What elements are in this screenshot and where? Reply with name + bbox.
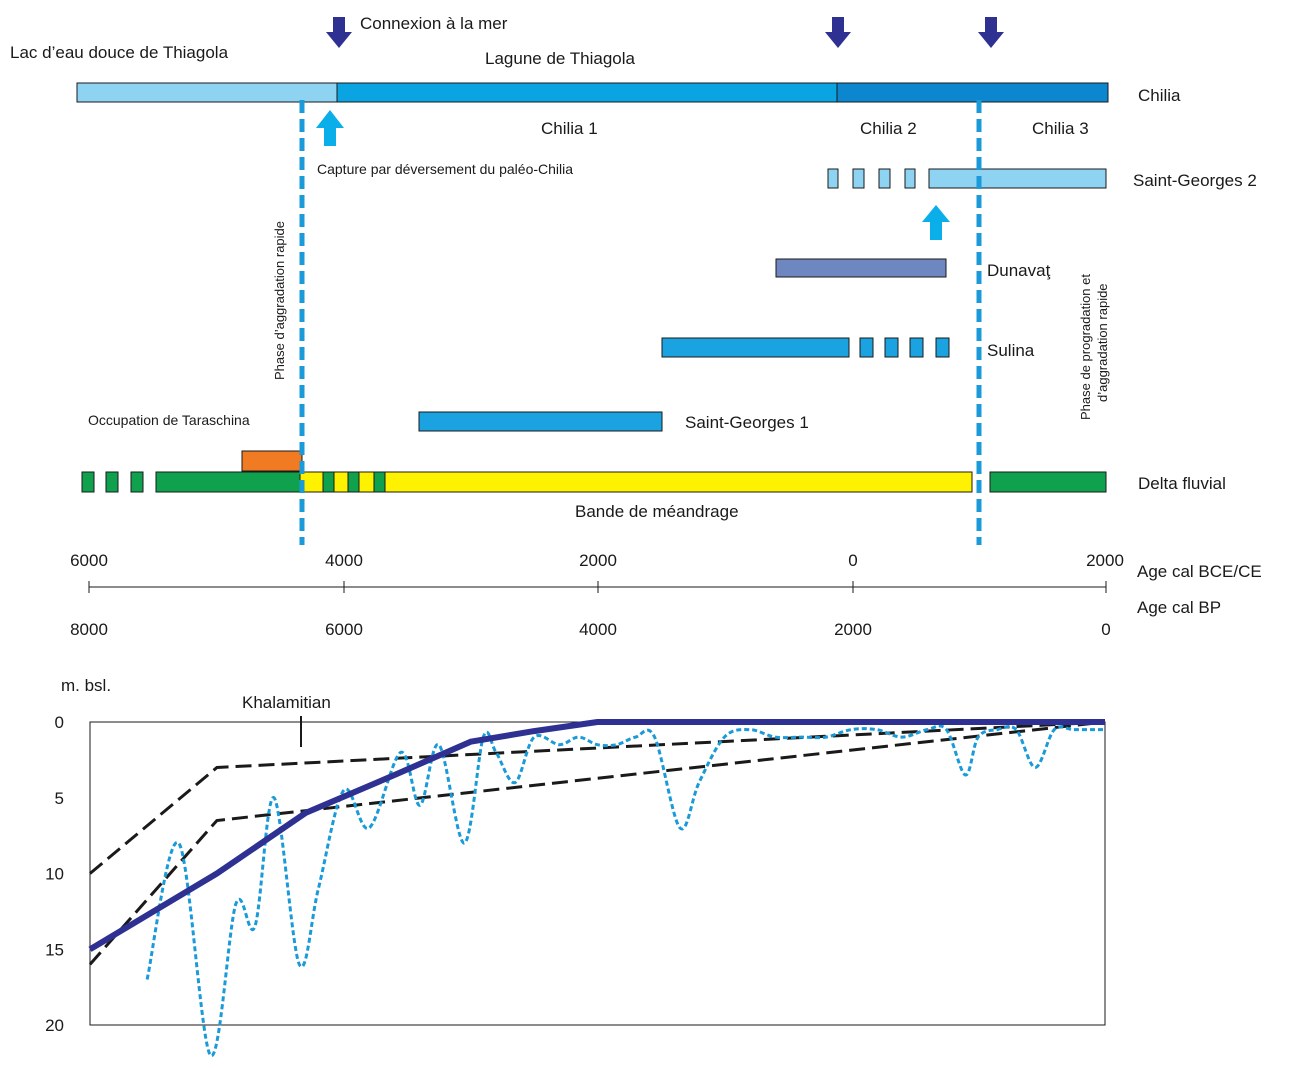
green-bar <box>155 471 301 493</box>
occupation-bar <box>241 450 303 472</box>
phase-prog-label-line2: d’aggradation rapide <box>1095 283 1110 402</box>
chilia3-label: Chilia 3 <box>1032 119 1089 138</box>
sea-level-curve-dotted <box>145 724 1105 1057</box>
arrow-down-icon <box>326 17 352 48</box>
yellow-bar <box>299 471 973 493</box>
y-tick-label: 0 <box>55 713 64 732</box>
dunavat-bar <box>775 258 947 278</box>
bp-tick: 4000 <box>579 620 617 639</box>
capture-label: Capture par déversement du paléo-Chilia <box>317 161 573 177</box>
y-tick-label: 10 <box>45 865 64 884</box>
sg2-segment <box>827 168 839 189</box>
bp-tick: 6000 <box>325 620 363 639</box>
y-tick-label: 5 <box>55 789 64 808</box>
dunavat-label: Dunavaţ <box>987 261 1051 280</box>
arrow-down-icon <box>825 17 851 48</box>
arrow-up-icon <box>316 110 344 146</box>
meandrage-label: Bande de méandrage <box>575 502 739 521</box>
delta-fluvial-label: Delta fluvial <box>1138 474 1226 493</box>
chilia2-label: Chilia 2 <box>860 119 917 138</box>
lagune-label: Lagune de Thiagola <box>485 49 636 68</box>
saint-georges2-label: Saint-Georges 2 <box>1133 171 1257 190</box>
chilia-row <box>76 82 1109 103</box>
down-arrows <box>326 17 1004 48</box>
bp-tick: 2000 <box>834 620 872 639</box>
green-segment <box>105 471 119 493</box>
chilia-label: Chilia <box>1138 86 1181 105</box>
bce-tick: 6000 <box>70 551 108 570</box>
bp-axis-label: Age cal BP <box>1137 598 1221 617</box>
saint-georges2-row <box>827 168 1107 189</box>
sulina-segment <box>884 337 899 358</box>
chilia1-label: Chilia 1 <box>541 119 598 138</box>
sea-level-chart: m. bsl. 0 5 10 15 20 Khalamitian <box>45 676 1106 1057</box>
sulina-segment <box>909 337 924 358</box>
sg2-bar <box>928 168 1107 189</box>
bce-axis: 6000 4000 2000 0 2000 Age cal BCE/CE <box>70 551 1262 581</box>
sulina-bar <box>661 337 850 358</box>
bce-tick: 2000 <box>1086 551 1124 570</box>
bp-tick: 8000 <box>70 620 108 639</box>
sulina-row <box>661 337 950 358</box>
bce-tick: 0 <box>848 551 857 570</box>
y-tick-label: 15 <box>45 940 64 959</box>
sg2-segment <box>904 168 916 189</box>
green-bar <box>989 471 1107 493</box>
green-segment <box>373 471 386 493</box>
up-arrows <box>316 110 950 240</box>
occupation-label: Occupation de Taraschina <box>88 412 250 428</box>
series-layer <box>88 719 1106 1057</box>
sg2-segment <box>878 168 891 189</box>
bp-axis: 8000 6000 4000 2000 0 Age cal BP <box>70 581 1221 639</box>
y-tick-labels: 0 5 10 15 20 <box>45 713 64 1035</box>
sulina-segment <box>859 337 874 358</box>
connexion-label: Connexion à la mer <box>360 14 508 33</box>
sulina-segment <box>935 337 950 358</box>
green-segment <box>322 471 335 493</box>
lac-label: Lac d’eau douce de Thiagola <box>10 43 229 62</box>
y-axis-label: m. bsl. <box>61 676 111 695</box>
sg2-segment <box>852 168 865 189</box>
green-segment <box>347 471 360 493</box>
sea-level-curve-dashed <box>88 720 1106 966</box>
bce-axis-label: Age cal BCE/CE <box>1137 562 1262 581</box>
saint-georges1-label: Saint-Georges 1 <box>685 413 809 432</box>
arrow-down-icon <box>978 17 1004 48</box>
green-segment <box>81 471 95 493</box>
saint-georges1-bar <box>418 411 663 432</box>
phase-aggradation-label: Phase d’aggradation rapide <box>272 221 287 380</box>
bce-tick: 2000 <box>579 551 617 570</box>
khalamitian-label: Khalamitian <box>242 693 331 712</box>
chilia-late-bar <box>836 82 1109 103</box>
bce-tick: 4000 <box>325 551 363 570</box>
sea-level-curve-solid <box>88 719 1105 952</box>
y-tick-label: 20 <box>45 1016 64 1035</box>
green-segment <box>130 471 144 493</box>
sulina-label: Sulina <box>987 341 1035 360</box>
bp-tick: 0 <box>1101 620 1110 639</box>
lagune-thiagola-bar <box>336 82 838 103</box>
arrow-up-icon <box>922 205 950 240</box>
phase-prog-label-line1: Phase de progradation et <box>1078 274 1093 420</box>
sea-level-curve-dashed <box>89 720 1106 875</box>
delta-fluvial-row <box>81 471 1107 493</box>
lac-thiagola-bar <box>76 82 338 103</box>
